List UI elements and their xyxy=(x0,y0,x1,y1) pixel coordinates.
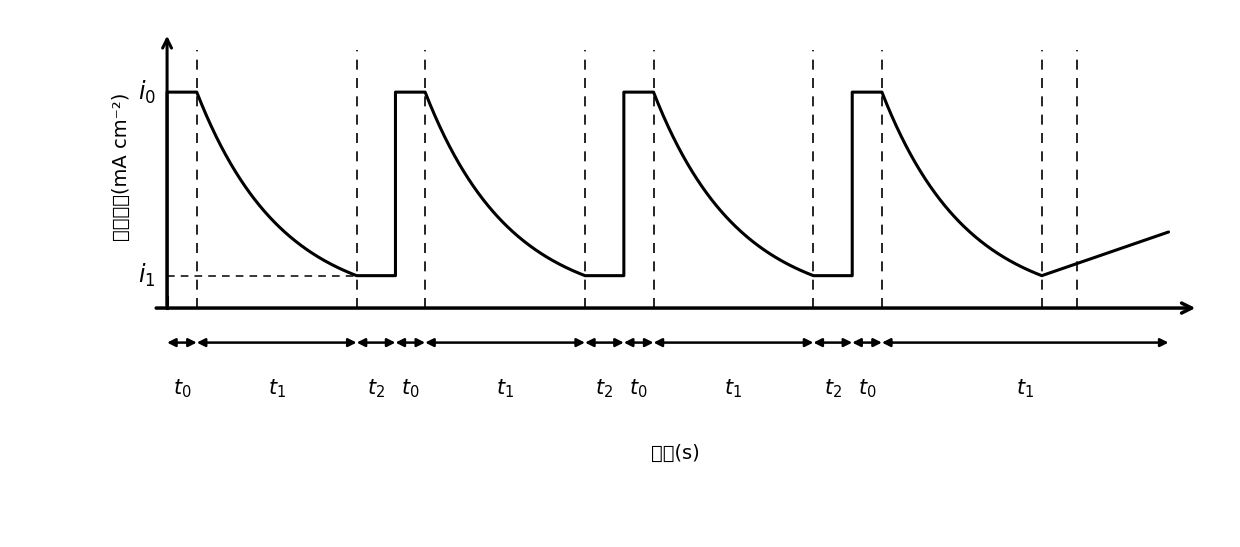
Text: $t_1$: $t_1$ xyxy=(268,377,285,400)
Text: $t_1$: $t_1$ xyxy=(1017,377,1034,400)
Text: $t_0$: $t_0$ xyxy=(630,377,649,400)
Text: $i_0$: $i_0$ xyxy=(138,79,156,106)
Text: $i_1$: $i_1$ xyxy=(138,262,156,289)
Text: $t_2$: $t_2$ xyxy=(595,377,614,400)
Text: $t_0$: $t_0$ xyxy=(172,377,191,400)
Text: $t_0$: $t_0$ xyxy=(858,377,877,400)
Text: 时间(s): 时间(s) xyxy=(651,444,701,463)
Text: $t_2$: $t_2$ xyxy=(823,377,842,400)
Text: $t_1$: $t_1$ xyxy=(724,377,743,400)
Text: $t_0$: $t_0$ xyxy=(401,377,419,400)
Text: $t_1$: $t_1$ xyxy=(496,377,515,400)
Text: $t_2$: $t_2$ xyxy=(367,377,386,400)
Text: 电流密度(mA cm⁻²): 电流密度(mA cm⁻²) xyxy=(112,92,131,241)
